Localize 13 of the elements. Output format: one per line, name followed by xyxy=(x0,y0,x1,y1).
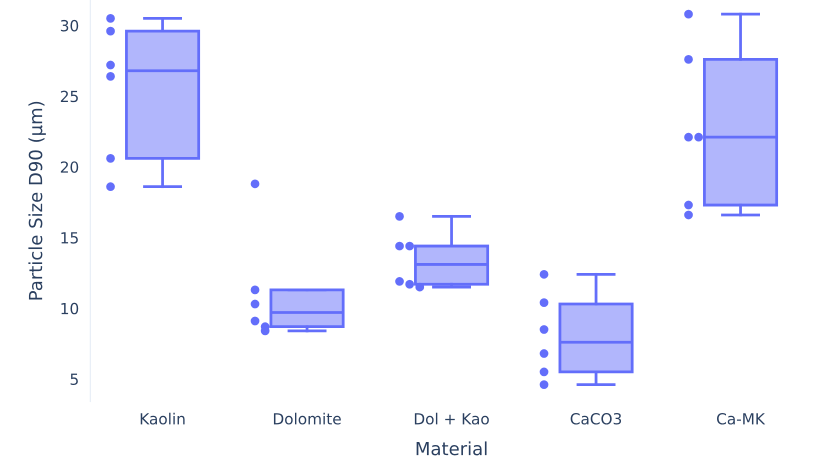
x-axis-title: Material xyxy=(416,441,487,456)
y-tick-label: 5 xyxy=(70,374,78,386)
x-tick-label: Kaolin xyxy=(140,412,185,425)
x-tick-label: Ca-MK xyxy=(717,413,766,425)
x-tick-label: CaCO3 xyxy=(570,413,622,425)
x-tick-label: Dol + Kao xyxy=(414,412,489,425)
x-tick-label: Dolomite xyxy=(274,412,341,425)
y-axis-title: Particle Size D90 (µm) xyxy=(28,102,46,300)
y-tick-label: 15 xyxy=(61,232,78,244)
y-tick-label: 20 xyxy=(60,161,78,173)
y-tick-label: 25 xyxy=(60,90,78,102)
y-tick-label: 30 xyxy=(60,20,78,32)
y-tick-label: 10 xyxy=(61,302,78,314)
